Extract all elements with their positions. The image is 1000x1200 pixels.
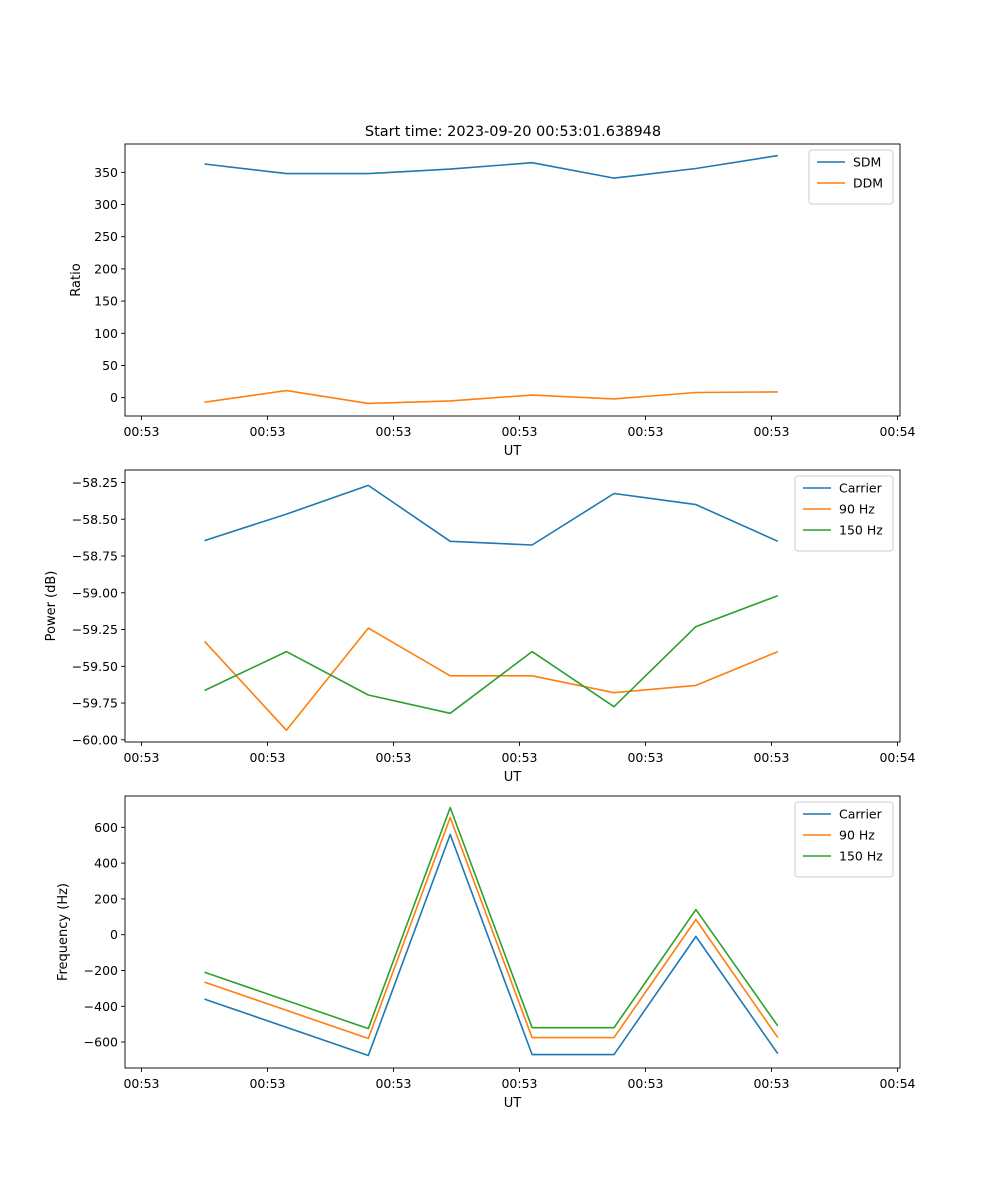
x-tick-label: 00:53 [123,1076,159,1091]
legend-label: Carrier [839,481,883,496]
legend: Carrier 90 Hz 150 Hz [794,801,894,878]
y-tick-label: −59.25 [72,622,118,637]
x-tick-label: 00:53 [627,424,663,439]
y-tick-label: 100 [94,326,118,341]
y-tick-label: −59.75 [72,696,118,711]
x-tick-label: 00:53 [249,750,285,765]
x-axis-label: UT [504,770,522,785]
series-line-ddm [204,389,778,405]
x-tick-label: 00:53 [501,750,537,765]
legend-label: 90 Hz [839,828,875,843]
figure-title: Start time: 2023-09-20 00:53:01.638948 [365,124,661,140]
legend-box [794,475,894,552]
legend: SDM DDM [808,149,894,205]
series-line-90-hz [203,627,779,732]
legend: Carrier 90 Hz 150 Hz [794,475,894,552]
series-line-carrier [204,833,779,1057]
x-tick-label: 00:53 [123,424,159,439]
plot-power: 00:53 00:53 00:53 00:53 00:53 00:53 00:54 UT −60… [44,469,916,785]
x-tick-label: 00:53 [753,750,789,765]
x-tick-label: 00:53 [249,1076,285,1091]
y-axis-label: Frequency (Hz) [56,883,71,981]
series-line-sdm [204,154,778,179]
y-tick-label: −59.00 [72,585,118,600]
x-axis-label: UT [504,1096,522,1111]
x-tick-label: 00:54 [879,424,915,439]
x-tick-label: 00:53 [375,750,411,765]
y-tick-label: 50 [102,358,118,373]
y-axis-label: Power (dB) [44,571,59,642]
legend-label: Carrier [839,807,883,822]
x-tick-label: 00:53 [627,1076,663,1091]
y-tick-label: 300 [94,197,118,212]
legend-label: DDM [853,176,883,191]
y-tick-label: −58.50 [72,512,118,527]
series-line-150-hz [204,594,779,715]
plot-frequency: 00:53 00:53 00:53 00:53 00:53 00:53 00:54 UT −60… [56,795,916,1111]
x-tick-label: 00:53 [123,750,159,765]
legend-label: 150 Hz [839,849,883,864]
y-tick-label: 0 [110,390,118,405]
y-tick-label: −200 [84,963,118,978]
y-tick-label: 150 [94,294,118,309]
y-tick-label: −59.50 [72,659,118,674]
axes-frame [124,469,901,743]
series-line-90-hz [204,816,779,1040]
x-tick-label: 00:53 [753,424,789,439]
series-line-150-hz [204,806,779,1030]
y-tick-label: −58.25 [72,475,118,490]
y-tick-label: 600 [94,820,118,835]
x-tick-label: 00:54 [879,1076,915,1091]
y-tick-label: 350 [94,165,118,180]
legend-box [794,801,894,878]
x-tick-label: 00:53 [249,424,285,439]
y-axis-label: Ratio [69,263,84,296]
y-tick-label: −60.00 [72,732,118,747]
x-tick-label: 00:53 [375,424,411,439]
axes-frame [124,143,901,417]
x-tick-label: 00:53 [501,424,537,439]
x-tick-label: 00:54 [879,750,915,765]
x-axis-label: UT [504,444,522,459]
y-tick-label: 250 [94,229,118,244]
y-tick-label: 400 [94,856,118,871]
x-tick-label: 00:53 [753,1076,789,1091]
legend-label: 90 Hz [839,502,875,517]
x-tick-label: 00:53 [501,1076,537,1091]
y-tick-label: −600 [84,1035,118,1050]
legend-label: 150 Hz [839,523,883,538]
x-tick-label: 00:53 [375,1076,411,1091]
y-tick-label: −58.75 [72,549,118,564]
y-tick-label: 200 [94,891,118,906]
axes-frame [124,795,901,1069]
y-tick-label: 0 [110,927,118,942]
y-tick-label: −400 [84,999,118,1014]
legend-label: SDM [853,155,881,170]
x-tick-label: 00:53 [627,750,663,765]
plot-ratio: 00:53 00:53 00:53 00:53 00:53 00:53 00:54 UT 0 50… [69,143,916,459]
series-line-carrier [204,484,779,546]
legend-box [808,149,894,205]
y-tick-label: 200 [94,261,118,276]
